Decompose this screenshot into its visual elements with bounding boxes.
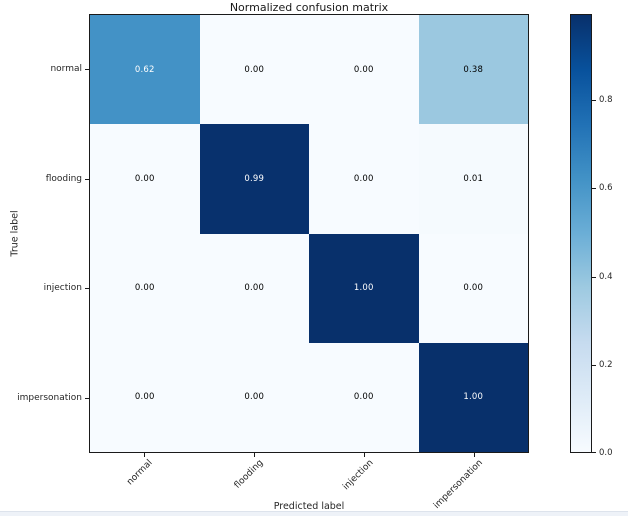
x-tick-mark [144,453,145,457]
matrix-cell: 0.00 [418,233,528,343]
colorbar-tick-label: 0.8 [599,95,613,106]
y-tick-mark [85,288,89,289]
cell-value: 0.00 [244,283,265,294]
bottom-strip [0,511,628,516]
colorbar-tick-label: 0.6 [599,183,613,194]
y-tick-mark [85,179,89,180]
cell-value: 0.00 [244,392,265,403]
cell-value: 0.00 [353,173,374,184]
colorbar-tick-mark [592,188,596,189]
matrix-cell: 0.00 [309,124,419,234]
cell-value: 0.00 [134,392,155,403]
x-tick-mark [254,453,255,457]
matrix-cell: 0.00 [199,342,309,452]
matrix-cell: 0.00 [199,233,309,343]
y-tick-label: flooding [45,173,82,184]
cell-value: 0.62 [134,64,155,75]
cell-value: 1.00 [463,392,484,403]
matrix-cell: 0.00 [90,124,200,234]
colorbar-tick-label: 0.2 [599,359,613,370]
colorbar-tick-label: 0.0 [599,448,613,458]
cell-value: 0.00 [134,173,155,184]
matrix-cell: 0.01 [418,124,528,234]
matrix-cell: 0.99 [199,124,309,234]
y-tick-label: normal [50,63,82,74]
y-tick-label: injection [43,283,82,294]
x-tick-mark [474,453,475,457]
matrix-cell: 0.00 [309,342,419,452]
cell-value: 0.99 [244,173,265,184]
x-tick-label: normal [125,458,156,488]
cell-value: 0.01 [463,173,484,184]
heatmap-grid: 0.62 0.00 0.00 0.38 0.00 0.99 0.00 0.01 0.00 0.00… [89,14,529,453]
colorbar [570,14,592,453]
colorbar-tick-mark [592,365,596,366]
colorbar-tick-label: 0.4 [599,271,613,282]
matrix-cell: 1.00 [309,233,419,343]
colorbar-tick-mark [592,452,596,453]
matrix-cell: 1.00 [418,342,528,452]
cell-value: 0.38 [463,64,484,75]
cell-value: 0.00 [463,283,484,294]
y-tick-label: impersonation [17,393,82,404]
colorbar-tick-mark [592,277,596,278]
matrix-cell: 0.00 [90,233,200,343]
x-tick-mark [364,453,365,457]
cell-value: 0.00 [134,283,155,294]
x-tick-label: flooding [232,458,266,491]
matrix-cell: 0.00 [199,15,309,125]
colorbar-tick-mark [592,100,596,101]
matrix-cell: 0.62 [90,15,200,125]
chart-title: Normalized confusion matrix [229,1,389,14]
matrix-cell: 0.00 [309,15,419,125]
x-tick-label: injection [340,458,376,493]
cell-value: 0.00 [353,392,374,403]
cell-value: 0.00 [353,64,374,75]
y-axis-label: True label [9,210,21,257]
cell-value: 1.00 [353,283,374,294]
matrix-cell: 0.38 [418,15,528,125]
matrix-cell: 0.00 [90,342,200,452]
cell-value: 0.00 [244,64,265,75]
y-tick-mark [85,398,89,399]
x-axis-label: Predicted label [273,501,345,512]
y-tick-mark [85,69,89,70]
